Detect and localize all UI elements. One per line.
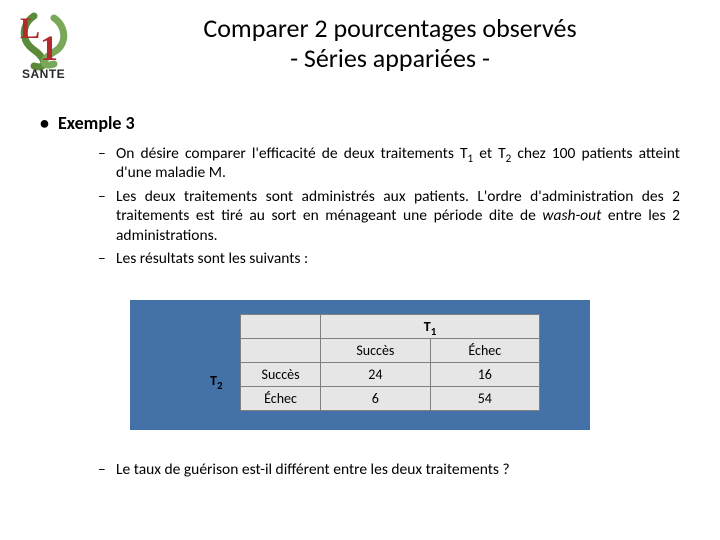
bullet-4: – Le taux de guérison est-il différent e…	[98, 460, 680, 479]
results-table: T1 Succès Échec Succès 24 16 Échec 6 54	[240, 314, 540, 411]
title-line2: - Séries appariées -	[290, 42, 490, 74]
t2-sub: 2	[217, 379, 223, 392]
b1-mid: et T	[473, 144, 506, 163]
heading-text: Exemple 3	[58, 112, 135, 134]
slide: L 1 SANTE Comparer 2 pourcentages observ…	[0, 0, 720, 540]
bullet-dot: •	[40, 112, 58, 134]
dash-icon: –	[98, 144, 106, 163]
bullet-3: – Les résultats sont les suivants :	[98, 249, 680, 268]
bullet-2: – Les deux traitements sont administrés …	[98, 187, 680, 245]
after-table-area: – Le taux de guérison est-il différent e…	[40, 460, 680, 483]
dash-icon: –	[98, 460, 106, 479]
example-heading: •Exemple 3	[40, 112, 680, 134]
cell-r1c1: 24	[321, 363, 430, 387]
t2-text: T	[210, 372, 217, 389]
content-area: •Exemple 3 – On désire comparer l'effica…	[40, 112, 680, 272]
t1-header: T1	[321, 315, 540, 339]
results-table-container: T2 T1 Succès Échec Succès 24 16 Échec 6	[130, 300, 590, 430]
logo-svg: L 1 SANTE	[14, 10, 76, 82]
b2-em: wash-out	[542, 206, 601, 225]
table-row: Échec 6 54	[241, 387, 540, 411]
empty-corner	[241, 315, 321, 339]
row-succes: Succès	[241, 363, 321, 387]
table-row: Succès 24 16	[241, 363, 540, 387]
cell-r2c1: 6	[321, 387, 430, 411]
t2-label: T2	[210, 372, 223, 389]
title-line1: Comparer 2 pourcentages observés	[203, 12, 576, 44]
table-header-row1: T1	[241, 315, 540, 339]
dash-icon: –	[98, 249, 106, 268]
svg-text:L: L	[20, 12, 40, 45]
col-succes: Succès	[321, 339, 430, 363]
slide-title: Comparer 2 pourcentages observés - Série…	[90, 14, 690, 74]
t1-text: T	[424, 318, 431, 335]
dash-icon: –	[98, 187, 106, 206]
logo: L 1 SANTE	[14, 10, 76, 82]
bullet-1: – On désire comparer l'efficacité de deu…	[98, 144, 680, 183]
col-echec: Échec	[430, 339, 539, 363]
svg-text:1: 1	[40, 28, 58, 68]
cell-r1c2: 16	[430, 363, 539, 387]
b4-text: Le taux de guérison est-il différent ent…	[116, 460, 510, 479]
t1-sub: 1	[431, 325, 437, 338]
b3-text: Les résultats sont les suivants :	[116, 249, 308, 268]
empty-cell	[241, 339, 321, 363]
svg-text:SANTE: SANTE	[22, 67, 65, 81]
cell-r2c2: 54	[430, 387, 539, 411]
row-echec: Échec	[241, 387, 321, 411]
b1-pre: On désire comparer l'efficacité de deux …	[116, 144, 468, 163]
table-header-row2: Succès Échec	[241, 339, 540, 363]
